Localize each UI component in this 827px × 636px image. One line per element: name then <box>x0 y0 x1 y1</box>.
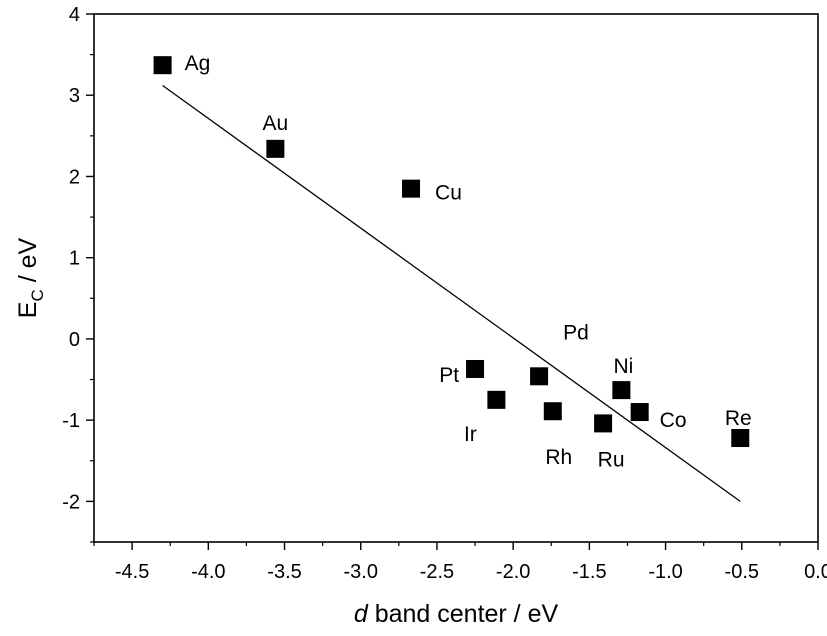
marker-pd <box>530 367 549 386</box>
y-tick-label: 2 <box>69 166 80 188</box>
marker-ru <box>594 414 613 433</box>
plot-frame <box>93 13 819 543</box>
point-label-ru: Ru <box>598 448 625 471</box>
marker-co <box>630 403 649 422</box>
x-axis-title-text: band center / eV <box>368 600 559 628</box>
x-tick-label: -3.5 <box>267 561 301 583</box>
y-axis-title-main: E <box>14 302 42 319</box>
x-tick-label: -4.5 <box>115 561 149 583</box>
point-label-ag: Ag <box>185 52 211 75</box>
point-label-co: Co <box>660 409 687 432</box>
point-label-pt: Pt <box>439 364 459 387</box>
marker-rh <box>543 402 562 421</box>
marker-ir <box>487 390 506 409</box>
point-label-cu: Cu <box>435 182 462 205</box>
y-axis-title: EC / eV <box>14 237 47 318</box>
fit-line <box>162 84 741 502</box>
y-tick-label: 4 <box>69 4 80 26</box>
x-tick-label: -1.0 <box>648 561 682 583</box>
x-tick-label: 0.0 <box>804 561 827 583</box>
y-axis-title-sub: C <box>28 289 47 301</box>
y-tick-label: 0 <box>69 329 80 351</box>
x-tick-label: -0.5 <box>725 561 759 583</box>
point-labels: Ag Au Cu Pt Ir Pd Rh Ru Ni Co Re <box>185 52 752 471</box>
x-tick-label: -2.0 <box>496 561 530 583</box>
y-tick-labels: -2 -1 0 1 2 3 4 <box>62 4 80 513</box>
marker-pt <box>466 359 485 378</box>
y-tick-label: 1 <box>69 248 80 270</box>
point-label-au: Au <box>263 112 289 135</box>
marker-ni <box>612 381 631 400</box>
x-tick-label: -4.0 <box>191 561 225 583</box>
x-tick-label: -1.5 <box>572 561 606 583</box>
marker-ag <box>153 56 172 75</box>
y-tick-label: 3 <box>69 85 80 107</box>
point-label-re: Re <box>725 407 752 430</box>
x-tick-label: -3.0 <box>344 561 378 583</box>
x-tick-label: -2.5 <box>420 561 454 583</box>
y-tick-label: -2 <box>62 491 80 513</box>
marker-au <box>266 139 285 158</box>
x-axis-title: d band center / eV <box>354 600 559 628</box>
point-label-pd: Pd <box>563 321 589 344</box>
y-tick-label: -1 <box>62 410 80 432</box>
point-label-ni: Ni <box>613 355 633 378</box>
data-points <box>153 56 750 448</box>
x-axis-title-italic: d <box>354 600 369 628</box>
y-axis-title-text: / eV <box>14 237 42 289</box>
axis-ticks <box>86 13 819 550</box>
marker-re <box>731 429 750 448</box>
marker-cu <box>402 179 421 198</box>
x-tick-labels: -4.5 -4.0 -3.5 -3.0 -2.5 -2.0 -1.5 -1.0 -0.5 0.0 <box>115 561 827 583</box>
point-label-ir: Ir <box>464 423 477 446</box>
point-label-rh: Rh <box>545 446 572 469</box>
